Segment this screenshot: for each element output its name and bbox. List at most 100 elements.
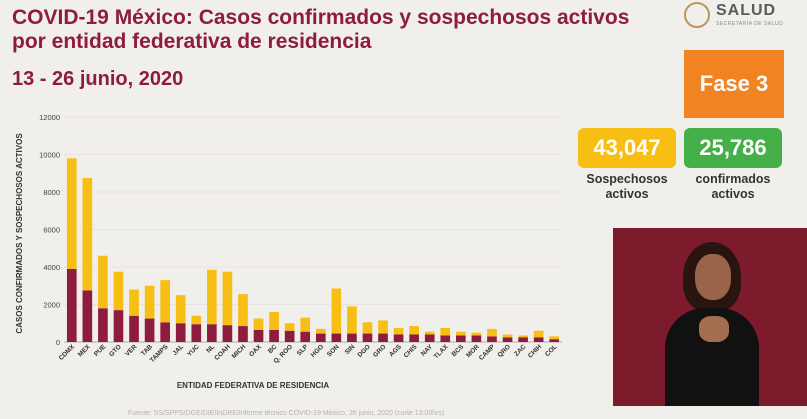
bar-confirmed (549, 339, 560, 342)
bar-suspected (378, 320, 388, 334)
x-tick-label: COL (544, 343, 559, 358)
bar-suspected (471, 332, 482, 336)
sign-language-interpreter-video (613, 228, 807, 406)
logo-subtitle: SECRETARÍA DE SALUD (716, 21, 784, 27)
confirmed-total: 25,786 (684, 128, 782, 168)
suspected-label-line1: Sospechosos (586, 172, 668, 186)
y-tick-label: 6000 (43, 226, 60, 235)
logo-name: SALUD (716, 2, 777, 19)
salud-logo: SALUD SECRETARÍA DE SALUD (684, 2, 794, 32)
bar-confirmed (409, 334, 419, 342)
source-footnote: Fuente: SS/SPPS/DGE/DIE/InDRE/Informe té… (128, 410, 445, 417)
y-tick-label: 12000 (39, 113, 60, 122)
page-title: COVID-19 México: Casos confirmados y sos… (12, 6, 630, 53)
bar-suspected (331, 288, 342, 334)
interpreter-hands (699, 316, 729, 342)
bar-confirmed (253, 329, 264, 342)
bar-suspected (160, 280, 170, 323)
x-tick-label: SLP (296, 343, 310, 357)
x-tick-label: BC (267, 343, 279, 355)
x-tick-label: OAX (248, 343, 263, 358)
suspected-label: Sospechosos activos (573, 172, 681, 202)
bar-confirmed (113, 310, 124, 342)
bar-suspected (502, 334, 513, 338)
bar-suspected (300, 317, 311, 332)
date-range: 13 - 26 junio, 2020 (12, 68, 184, 90)
x-tick-label: BCS (451, 343, 466, 358)
x-tick-label: QRO (497, 343, 512, 358)
x-tick-label: SON (326, 343, 341, 358)
bar-suspected (269, 312, 279, 330)
y-tick-label: 10000 (39, 151, 60, 160)
bar-suspected (440, 327, 451, 336)
x-tick-label: VER (124, 343, 139, 358)
bar-confirmed (66, 268, 77, 342)
x-tick-label: AGS (388, 343, 403, 358)
confirmed-label-line2: activos (711, 187, 755, 201)
bar-confirmed (378, 333, 388, 342)
x-tick-label: MICH (231, 343, 248, 360)
bar-confirmed (238, 326, 248, 342)
bar-confirmed (284, 330, 295, 342)
bar-confirmed (440, 335, 451, 342)
bar-suspected (424, 331, 435, 335)
phase-badge: Fase 3 (684, 50, 784, 118)
x-tick-label: COAH (213, 343, 232, 362)
suspected-label-line2: activos (605, 187, 649, 201)
y-tick-label: 8000 (43, 188, 60, 197)
eagle-seal-icon (684, 2, 710, 28)
bar-suspected (409, 326, 419, 335)
x-tick-label: JAL (171, 343, 185, 357)
bar-confirmed (424, 334, 435, 342)
bar-confirmed (129, 315, 139, 342)
y-tick-label: 4000 (43, 263, 60, 272)
bar-suspected (82, 177, 93, 291)
x-tick-label: CHIS (403, 343, 419, 359)
x-tick-label: SIN (344, 343, 357, 356)
bar-suspected (393, 327, 404, 335)
bar-suspected (456, 331, 466, 336)
bar-suspected (284, 323, 295, 331)
x-tick-label: GTO (108, 343, 123, 358)
x-tick-label: ZAC (513, 343, 528, 358)
interpreter-face (695, 254, 731, 300)
bar-confirmed (471, 335, 482, 342)
bar-confirmed (518, 337, 528, 342)
bar-suspected (253, 318, 264, 330)
bar-suspected (207, 269, 217, 325)
bar-suspected (518, 335, 528, 338)
bar-confirmed (207, 324, 217, 342)
bar-confirmed (393, 334, 404, 342)
bar-confirmed (175, 323, 186, 342)
x-tick-label: GRO (372, 343, 387, 358)
bar-suspected (144, 285, 155, 319)
bar-suspected (113, 271, 124, 311)
bar-suspected (549, 336, 560, 340)
bar-confirmed (160, 322, 170, 342)
confirmed-label: confirmados activos (679, 172, 787, 202)
y-tick-label: 2000 (43, 301, 60, 310)
bar-confirmed (347, 333, 357, 342)
x-tick-label: DGO (356, 343, 371, 358)
bar-confirmed (82, 290, 93, 342)
suspected-total: 43,047 (578, 128, 676, 168)
bar-suspected (175, 295, 186, 324)
bar-suspected (487, 328, 497, 337)
x-tick-label: NL (205, 343, 216, 354)
x-axis-label: ENTIDAD FEDERATIVA DE RESIDENCIA (177, 381, 330, 390)
confirmed-label-line1: confirmados (695, 172, 771, 186)
bar-suspected (362, 322, 373, 334)
bar-suspected (191, 315, 202, 325)
x-tick-label: TAMPS (149, 343, 170, 364)
y-tick-label: 0 (56, 338, 60, 347)
x-tick-label: TLAX (433, 343, 450, 360)
bar-chart: 0 2000 4000 6000 8000 10000 12000 CDMX MEX PUE GTO… (15, 113, 562, 390)
bar-confirmed (300, 331, 311, 342)
bar-confirmed (315, 333, 326, 342)
bar-confirmed (502, 337, 513, 342)
bar-suspected (222, 271, 233, 326)
bar-confirmed (191, 324, 202, 342)
bar-confirmed (331, 333, 342, 342)
x-tick-label: HGO (310, 343, 325, 358)
bar-suspected (347, 306, 357, 334)
